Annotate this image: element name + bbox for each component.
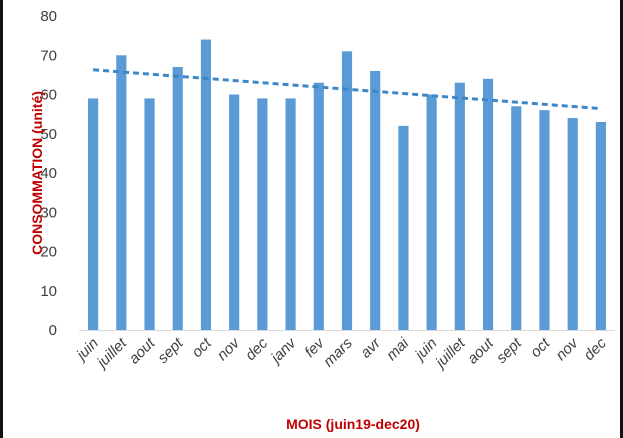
y-tick-label: 30 xyxy=(40,204,57,221)
y-axis-ticks: 0 10 20 30 40 50 60 70 80 xyxy=(40,8,57,339)
bar xyxy=(229,94,240,330)
x-tick-label: janv xyxy=(267,334,301,368)
bar xyxy=(257,98,268,330)
x-tick-label: juillet xyxy=(93,334,131,372)
y-tick-label: 70 xyxy=(40,47,57,64)
x-tick-label: dec xyxy=(242,334,271,363)
bar xyxy=(116,55,127,330)
x-tick-label: aout xyxy=(464,334,497,367)
bars xyxy=(88,39,606,331)
bar xyxy=(285,98,296,330)
x-axis-title: MOIS (juin19-dec20) xyxy=(286,416,420,432)
bar xyxy=(398,125,409,331)
x-tick-label: avr xyxy=(357,334,384,361)
y-tick-label: 0 xyxy=(49,322,57,339)
y-tick-label: 10 xyxy=(40,283,57,300)
bar xyxy=(595,121,606,330)
y-tick-label: 80 xyxy=(40,8,57,25)
bar xyxy=(511,106,522,331)
x-tick-label: nov xyxy=(214,334,244,364)
x-tick-label: mai xyxy=(383,334,413,364)
y-tick-label: 50 xyxy=(40,126,57,143)
x-tick-label: mars xyxy=(320,334,356,370)
bar xyxy=(313,82,324,330)
x-tick-label: sept xyxy=(154,334,187,367)
bar xyxy=(482,78,494,330)
y-axis-title: CONSOMMATION (unité) xyxy=(29,91,45,255)
bar xyxy=(454,82,465,330)
bar xyxy=(88,98,99,330)
x-tick-label: dec xyxy=(581,334,610,363)
y-tick-label: 40 xyxy=(40,165,57,182)
x-tick-label: aout xyxy=(126,334,159,367)
bar xyxy=(341,51,353,330)
bar xyxy=(370,70,381,330)
bar xyxy=(144,98,155,330)
trend-line xyxy=(92,68,602,111)
bar xyxy=(426,94,437,330)
x-tick-label: oct xyxy=(189,334,216,361)
bar xyxy=(567,118,578,330)
bar xyxy=(539,110,550,330)
y-tick-label: 60 xyxy=(40,87,57,104)
x-tick-label: juillet xyxy=(431,334,469,372)
bar xyxy=(200,39,212,331)
y-tick-label: 20 xyxy=(40,244,57,261)
x-tick-label: sept xyxy=(493,334,526,367)
bar xyxy=(172,67,183,331)
x-tick-label: nov xyxy=(552,334,582,364)
x-tick-label: oct xyxy=(527,334,554,361)
